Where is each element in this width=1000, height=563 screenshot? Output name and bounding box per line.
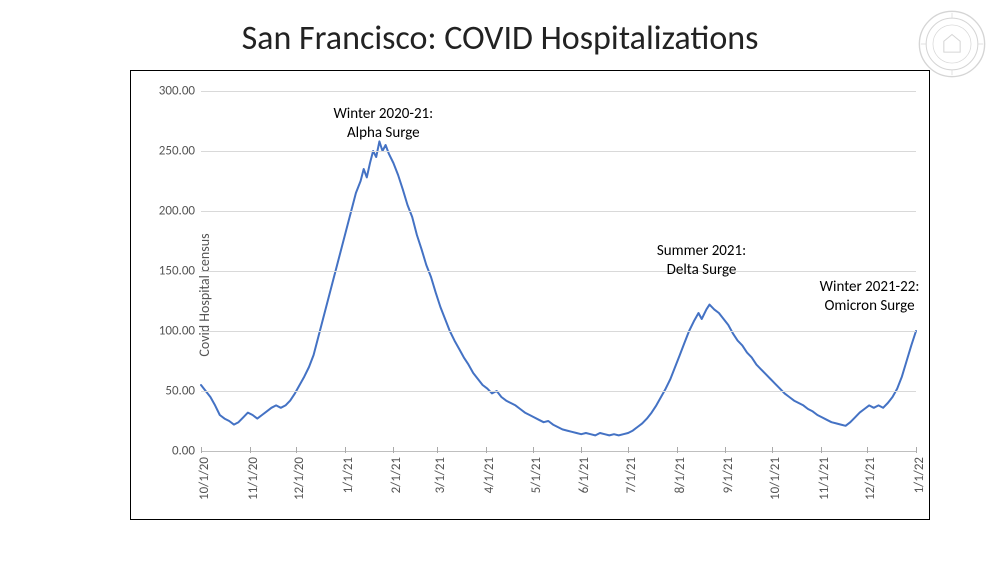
x-tick (772, 447, 773, 453)
x-tick-label: 10/1/21 (768, 457, 783, 500)
x-tick-label: 1/1/21 (341, 457, 356, 493)
chart-container: Covid Hospital census 0.0050.00100.00150… (130, 70, 930, 520)
city-seal-icon (918, 10, 986, 78)
x-tick-label: 8/1/21 (673, 457, 688, 493)
x-tick-label: 11/1/20 (246, 457, 261, 500)
chart-annotation: Winter 2020-21:Alpha Surge (333, 105, 433, 143)
chart-annotation: Winter 2021-22:Omicron Surge (820, 278, 920, 316)
gridline (201, 211, 916, 212)
x-tick (533, 447, 534, 453)
x-tick-label: 3/1/21 (433, 457, 448, 493)
x-tick-label: 12/1/20 (292, 457, 307, 500)
x-tick-label: 2/1/21 (389, 457, 404, 493)
y-tick-label: 150.00 (159, 264, 195, 279)
y-tick-label: 100.00 (159, 324, 195, 339)
gridline (201, 331, 916, 332)
x-tick (296, 447, 297, 453)
x-tick-label: 10/1/20 (197, 457, 212, 500)
gridline (201, 451, 916, 452)
x-tick-label: 7/1/21 (624, 457, 639, 493)
x-tick-label: 12/1/21 (863, 457, 878, 500)
x-tick (581, 447, 582, 453)
chart-annotation: Summer 2021:Delta Surge (657, 242, 746, 280)
x-tick (916, 447, 917, 453)
y-tick-label: 300.00 (159, 84, 195, 99)
page-title: San Francisco: COVID Hospitalizations (0, 18, 1000, 59)
x-tick (201, 447, 202, 453)
x-tick-label: 5/1/21 (529, 457, 544, 493)
gridline (201, 271, 916, 272)
x-tick-label: 6/1/21 (577, 457, 592, 493)
x-tick-label: 4/1/21 (482, 457, 497, 493)
gridline (201, 151, 916, 152)
y-tick-label: 200.00 (159, 204, 195, 219)
x-tick (486, 447, 487, 453)
x-tick (725, 447, 726, 453)
x-tick (821, 447, 822, 453)
plot-area: 0.0050.00100.00150.00200.00250.00300.001… (201, 91, 916, 451)
y-tick-label: 0.00 (172, 444, 195, 459)
x-tick-label: 1/1/22 (912, 457, 927, 493)
x-tick (437, 447, 438, 453)
gridline (201, 91, 916, 92)
x-tick-label: 9/1/21 (721, 457, 736, 493)
x-tick-label: 11/1/21 (817, 457, 832, 500)
gridline (201, 391, 916, 392)
x-tick (628, 447, 629, 453)
x-tick (345, 447, 346, 453)
x-tick (677, 447, 678, 453)
x-tick (250, 447, 251, 453)
y-tick-label: 50.00 (165, 384, 195, 399)
y-tick-label: 250.00 (159, 144, 195, 159)
x-tick (393, 447, 394, 453)
x-tick (867, 447, 868, 453)
